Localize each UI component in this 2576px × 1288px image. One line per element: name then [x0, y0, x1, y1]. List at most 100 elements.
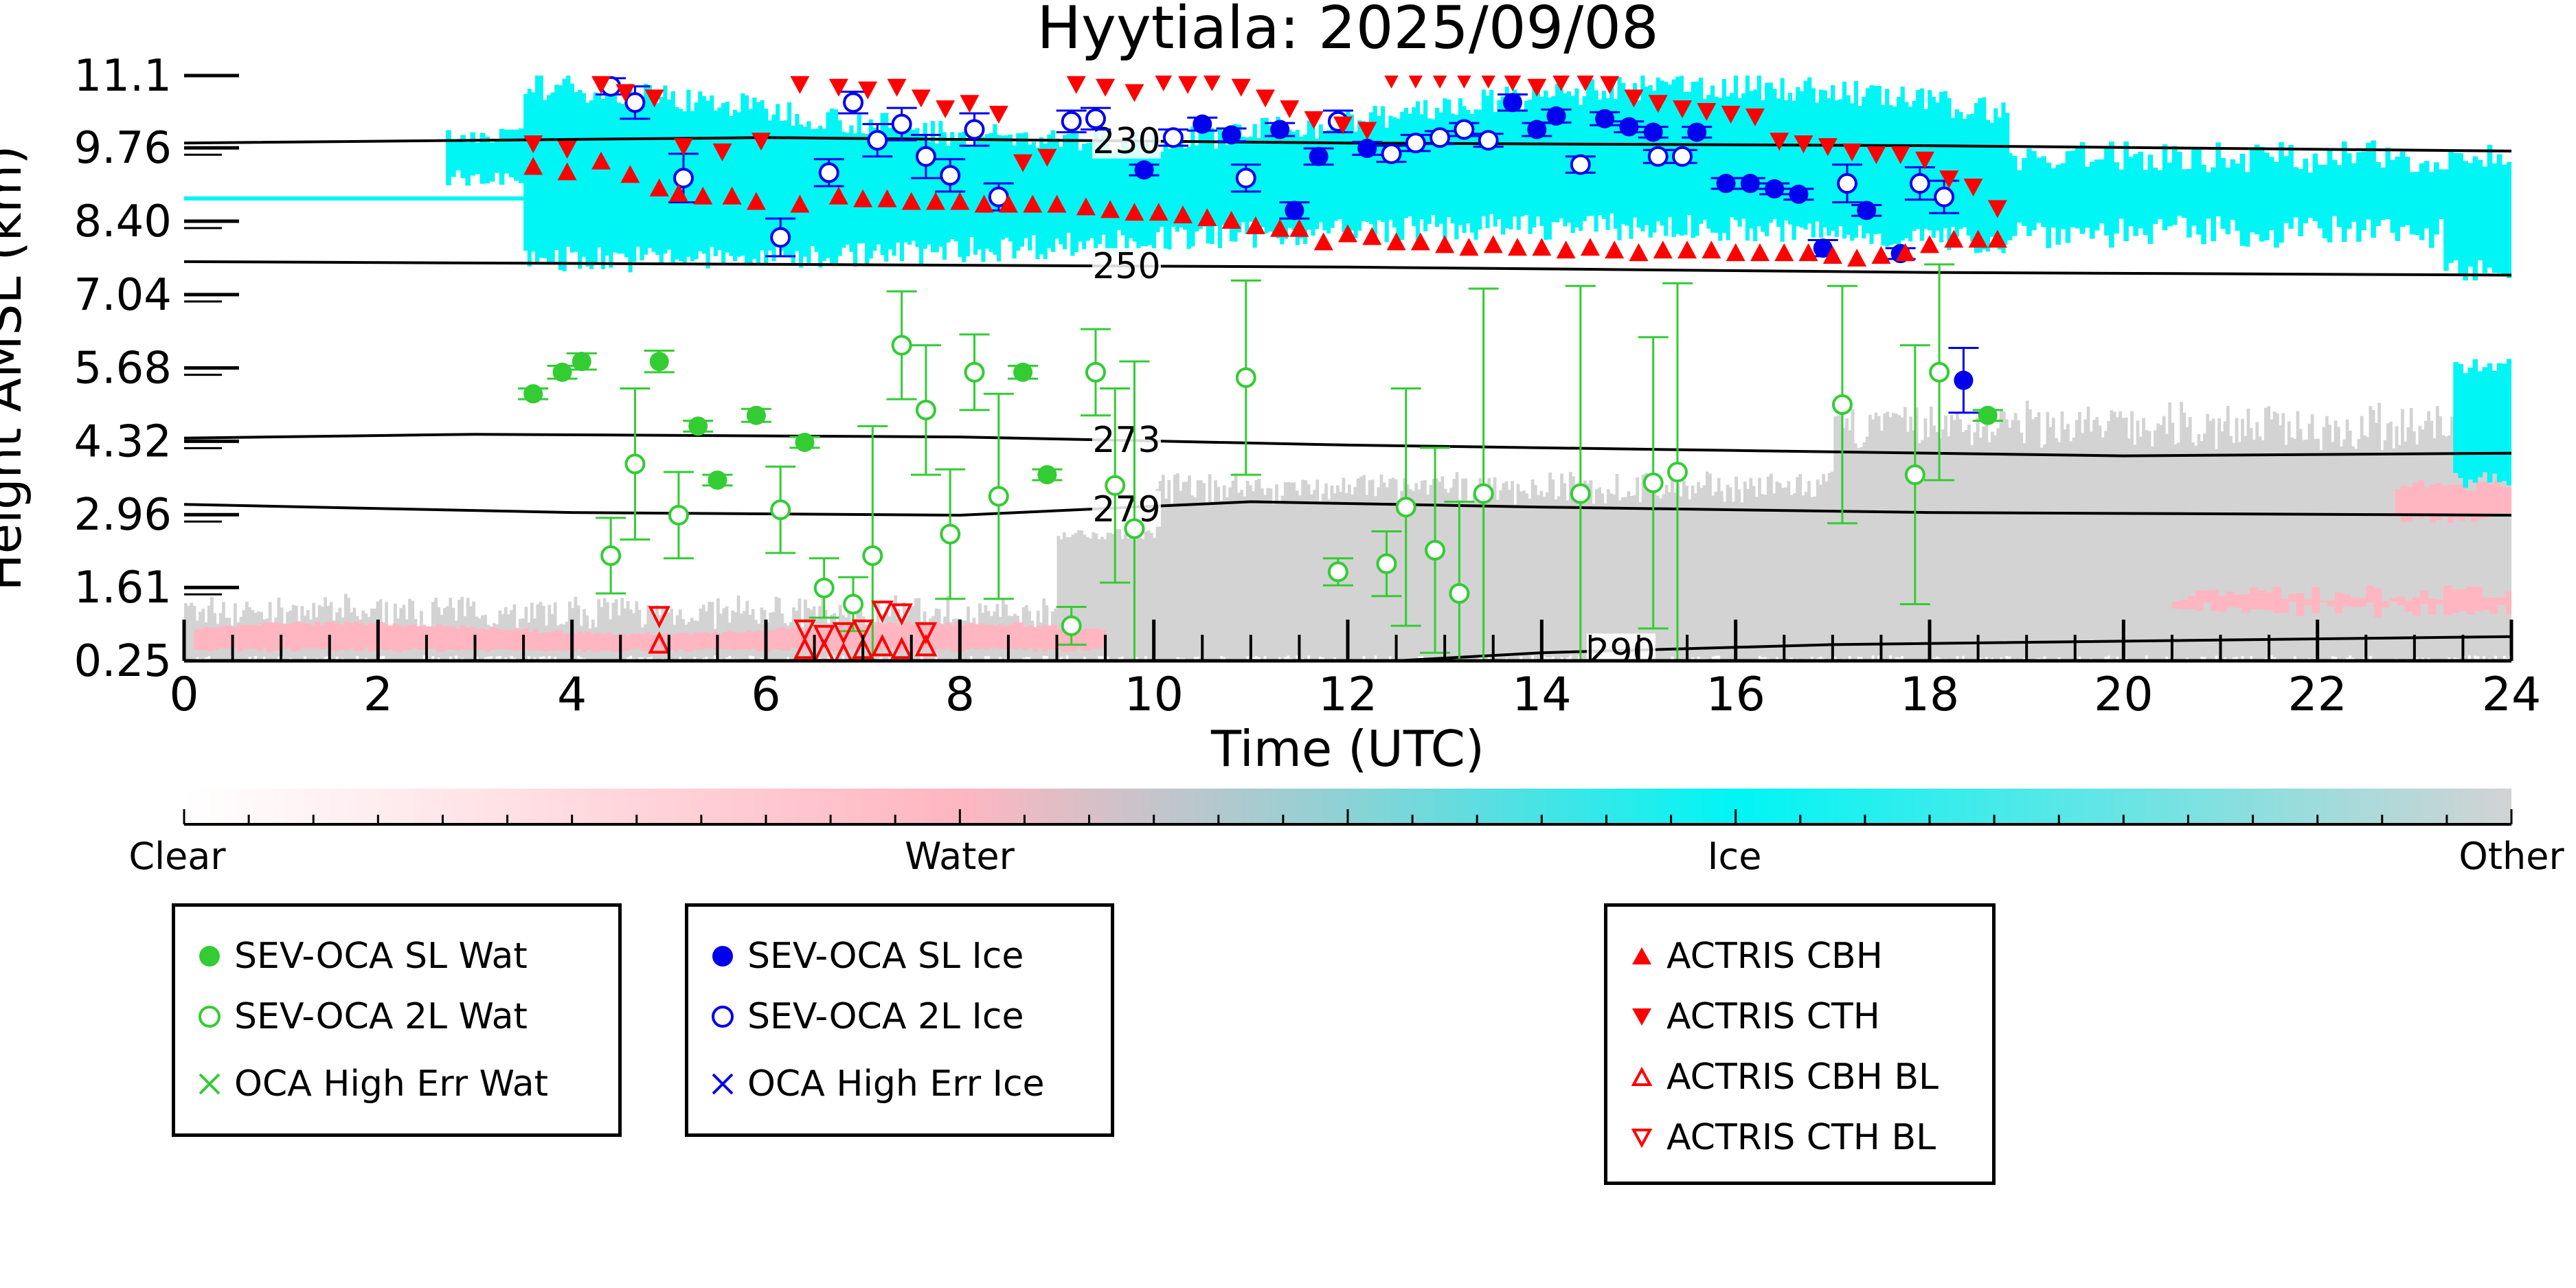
sev-oca-2l-wat-marker [624, 453, 646, 475]
other-phase-column [553, 602, 557, 657]
other-phase-column [1420, 480, 1424, 657]
ice-phase-column [1194, 145, 1199, 232]
ice-phase-column [1485, 95, 1490, 229]
ice-phase-column [1509, 100, 1513, 230]
actris-cth-marker [674, 138, 694, 157]
other-phase-column [2296, 411, 2300, 661]
ice-phase-column [701, 95, 706, 254]
other-phase-column [1403, 477, 1407, 661]
other-phase-column [1405, 484, 1410, 661]
sev-oca-2l-ice-marker [1162, 127, 1184, 148]
water-phase-column [1047, 625, 1052, 649]
ice-phase-column [2055, 164, 2061, 245]
actris-cth-marker [1125, 84, 1144, 102]
actris-cth-marker [1745, 108, 1765, 126]
other-phase-column [736, 596, 741, 659]
other-phase-column [2383, 440, 2387, 661]
actris-cth-marker [1624, 89, 1644, 108]
other-phase-column [1243, 496, 1247, 661]
ice-phase-column [2463, 194, 2468, 281]
ice-phase-column [1190, 126, 1195, 247]
ice-phase-column [2187, 168, 2192, 238]
water-phase-column [1076, 626, 1082, 648]
other-phase-column [2002, 411, 2006, 661]
ice-phase-column [519, 128, 524, 183]
legend-entry-sev-2l-wat: SEV-OCA 2L Wat [196, 996, 528, 1037]
water-phase-column [441, 626, 447, 652]
water-phase-column [2203, 590, 2211, 602]
actris-cbh-marker [1580, 238, 1600, 256]
other-phase-column [2380, 450, 2384, 661]
ice-phase-column [1912, 100, 1917, 231]
ice-phase-column [465, 142, 471, 186]
water-phase-column [640, 634, 646, 651]
sev-oca-sl-ice-marker [1954, 370, 1974, 390]
other-phase-column [2360, 416, 2364, 660]
ice-phase-column [1031, 142, 1036, 236]
other-phase-column [2392, 448, 2396, 661]
other-phase-column [661, 607, 665, 659]
water-phase-column [611, 634, 616, 653]
other-phase-column [1877, 416, 1881, 656]
ice-phase-column [1276, 116, 1280, 238]
other-phase-column [2441, 435, 2445, 661]
ice-phase-column [569, 83, 574, 253]
actris-cbh-marker [668, 183, 688, 202]
other-phase-column [701, 605, 705, 659]
water-phase-column [940, 625, 946, 651]
other-phase-column [1723, 501, 1727, 661]
other-phase-column [2389, 421, 2393, 660]
ice-phase-column [1601, 91, 1607, 219]
ice-phase-column [1749, 91, 1754, 229]
other-phase-column [2406, 427, 2410, 659]
other-phase-column [576, 605, 580, 656]
ice-phase-column [2279, 142, 2284, 243]
other-phase-column [1071, 534, 1075, 661]
ice-phase-column [1768, 82, 1773, 223]
other-phase-column [2031, 419, 2035, 661]
other-phase-column [2246, 408, 2250, 661]
ice-phase-column [1640, 76, 1645, 231]
actris-cth-marker [1890, 146, 1910, 164]
legend-label: ACTRIS CTH [1667, 996, 1880, 1037]
ice-phase-column [2031, 151, 2037, 231]
other-phase-column [2473, 447, 2477, 656]
other-phase-column [1618, 500, 1622, 659]
sev-oca-2l-ice-marker [770, 227, 791, 248]
ice-phase-column [1408, 113, 1412, 217]
ice-phase-column [1721, 79, 1727, 234]
other-phase-column [1813, 496, 1817, 661]
other-phase-column [1609, 493, 1613, 660]
ice-phase-column [2171, 146, 2178, 225]
ice-phase-column [1718, 98, 1723, 241]
sev-oca-2l-ice-marker [1454, 119, 1475, 140]
water-phase-column [416, 626, 422, 651]
ice-phase-column [1140, 152, 1145, 247]
other-phase-column [2281, 413, 2285, 661]
other-phase-column [1348, 484, 1351, 661]
ice-phase-column [1621, 82, 1626, 225]
other-phase-column [2293, 438, 2297, 657]
water-phase-column [387, 625, 394, 650]
ice-phase-column [1598, 99, 1603, 216]
other-phase-column [530, 602, 534, 661]
ice-phase-column [1035, 147, 1040, 260]
ice-phase-column [1322, 133, 1327, 231]
ice-phase-column [1702, 99, 1707, 220]
ice-phase-column [2109, 142, 2114, 248]
ice-phase-column [2477, 201, 2483, 260]
other-phase-column [1519, 491, 1523, 657]
ice-phase-column [752, 98, 757, 259]
water-phase-column [2381, 601, 2390, 608]
other-phase-column [1871, 419, 1875, 656]
actris-cbh-marker [1313, 232, 1333, 251]
water-phase-column [620, 633, 626, 652]
ice-phase-column [725, 102, 730, 253]
other-phase-column [1699, 488, 1704, 659]
other-phase-column [2485, 444, 2489, 661]
other-phase-column [2432, 438, 2437, 661]
other-phase-column [2363, 435, 2366, 658]
actris-cth-marker [1842, 143, 1862, 161]
other-phase-column [1746, 488, 1750, 661]
ice-phase-column [1970, 113, 1975, 242]
